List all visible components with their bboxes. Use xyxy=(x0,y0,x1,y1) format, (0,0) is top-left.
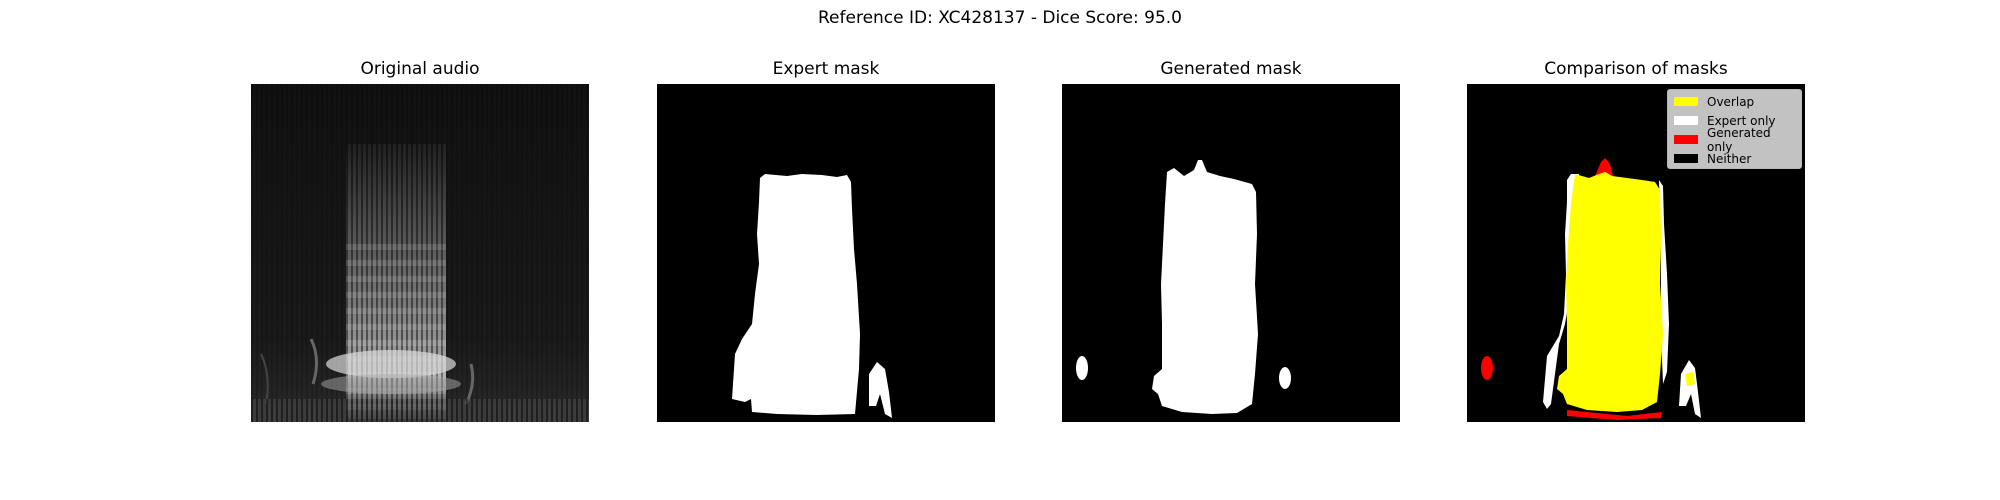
panel-title-generated-mask: Generated mask xyxy=(1160,59,1302,79)
legend-item-expert-only: Expert only xyxy=(1674,111,1795,130)
expert-mask-image xyxy=(657,84,995,422)
legend-item-generated-only: Generated only xyxy=(1674,126,1795,154)
spectrogram-image xyxy=(251,84,589,422)
legend-swatch-generated-only xyxy=(1674,135,1698,144)
legend-item-neither: Neither xyxy=(1674,149,1795,168)
panel-title-original-audio: Original audio xyxy=(360,59,480,79)
generated-mask-image xyxy=(1062,84,1400,422)
legend-label-generated-only: Generated only xyxy=(1707,125,1771,154)
legend-item-overlap: Overlap xyxy=(1674,92,1795,111)
panel-title-expert-mask: Expert mask xyxy=(772,59,880,79)
legend-swatch-overlap xyxy=(1674,97,1698,106)
legend: Overlap Expert only Generated only Neith… xyxy=(1667,89,1802,169)
figure-title: Reference ID: XC428137 - Dice Score: 95.… xyxy=(818,8,1182,28)
legend-label-neither: Neither xyxy=(1707,151,1752,166)
legend-swatch-neither xyxy=(1674,154,1698,163)
legend-label-overlap: Overlap xyxy=(1707,94,1755,109)
panel-title-comparison: Comparison of masks xyxy=(1544,59,1728,79)
legend-label-expert-only: Expert only xyxy=(1707,113,1776,128)
legend-swatch-expert-only xyxy=(1674,116,1698,125)
